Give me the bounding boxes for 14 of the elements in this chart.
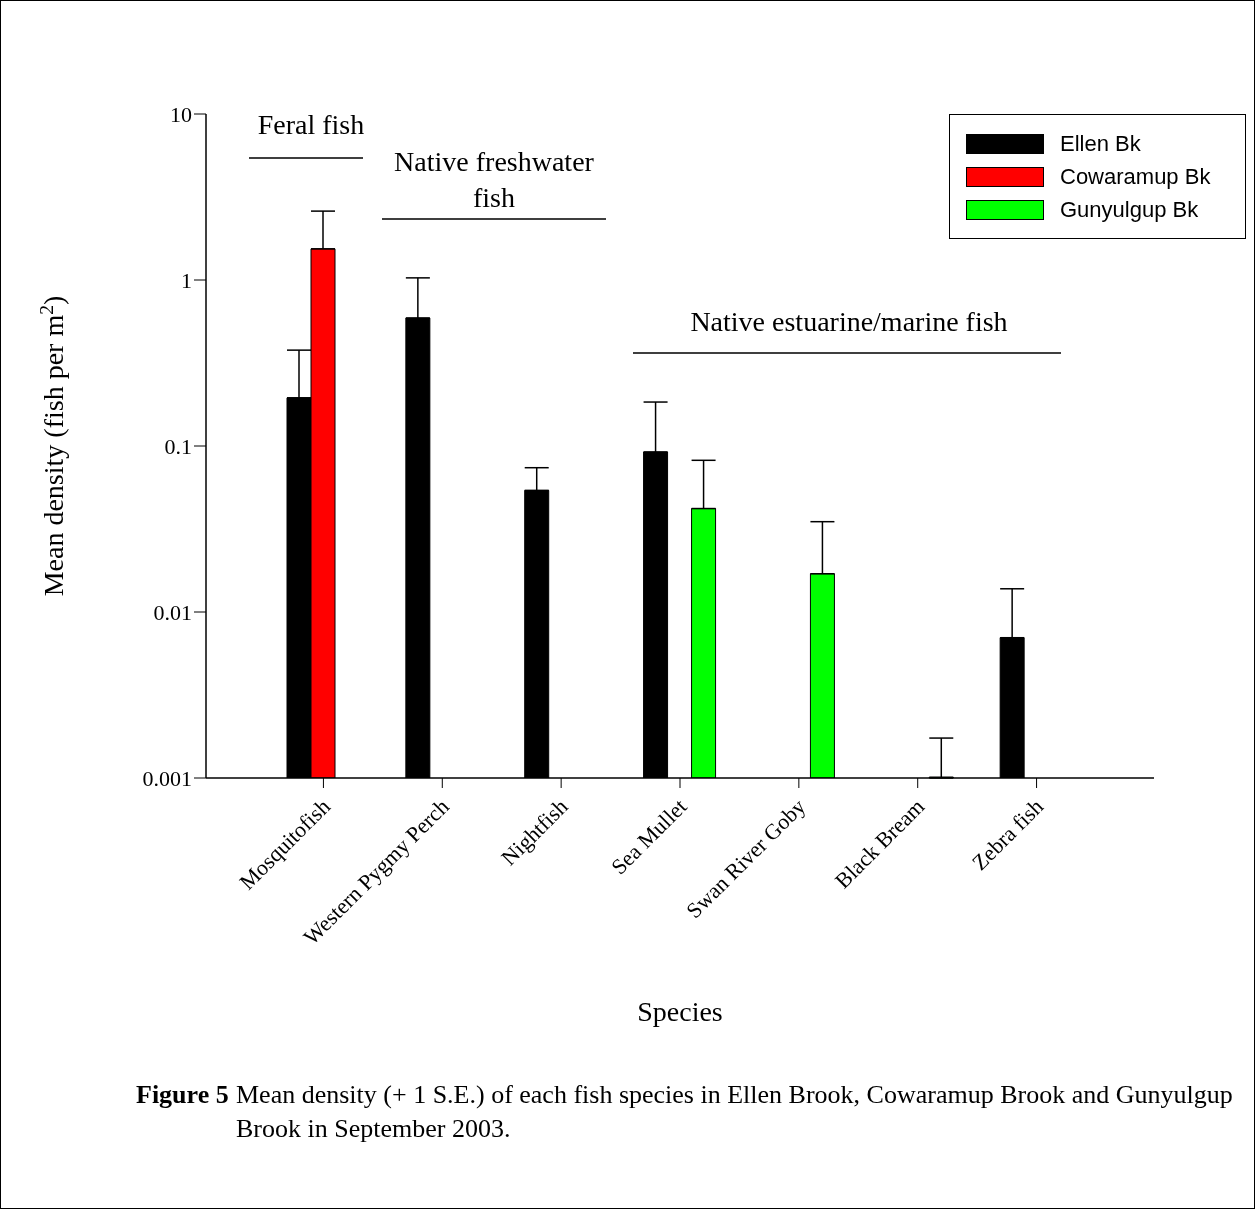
legend-label: Ellen Bk (1060, 130, 1141, 157)
annotation: Feral fish (257, 109, 365, 140)
legend-label: Gunyulgup Bk (1060, 196, 1199, 223)
annotation: Native estuarine/marine fish (690, 306, 1008, 337)
y-tick-label: 1 (181, 267, 192, 293)
y-tick-label: 0.01 (153, 599, 192, 625)
caption: Figure 5 (136, 1079, 230, 1111)
annotation: Native freshwater fish (394, 146, 595, 213)
x-axis-title: Species (637, 996, 723, 1027)
text: Mean density (+ 1 S.E.) of each fish species in Ellen Brook, Cowaramup Brook and Gunyulgup Brook in September 2003. (236, 1079, 1234, 1145)
y-tick-label: 10 (170, 101, 192, 127)
legend-label: Cowaramup Bk (1060, 163, 1211, 190)
y-tick-label: 0.001 (142, 765, 192, 791)
y-tick-label: 0.1 (164, 433, 192, 459)
